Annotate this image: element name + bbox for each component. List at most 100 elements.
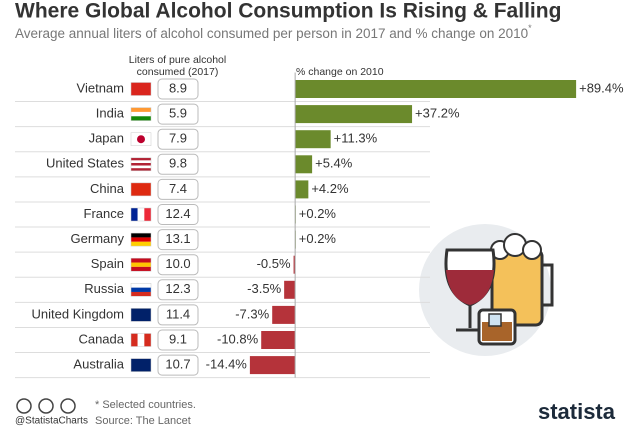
bar-label: -14.4%	[206, 357, 248, 372]
flag-border	[130, 107, 152, 121]
category-label: Canada	[78, 331, 124, 346]
bar-label: +0.2%	[299, 206, 337, 221]
value-box	[157, 304, 199, 326]
footer-handle: @StatistaCharts	[15, 416, 88, 427]
bar-label: +37.2%	[415, 106, 460, 121]
flag	[130, 182, 152, 197]
value-box	[157, 153, 199, 175]
flag	[130, 333, 152, 347]
flag	[130, 207, 152, 222]
flag-stripe	[131, 107, 151, 112]
subtitle-text: Average annual liters of alcohol consume…	[15, 26, 528, 41]
value-box	[157, 78, 199, 100]
flag	[130, 107, 152, 121]
bar-label: -7.3%	[235, 306, 269, 321]
value-label: 10.7	[165, 357, 190, 372]
flag-stripe	[131, 283, 151, 288]
value-label: 7.9	[169, 131, 187, 146]
flag-stripe	[131, 241, 151, 247]
flag	[130, 232, 152, 247]
category-label: Japan	[89, 131, 124, 146]
flag-stripe	[137, 208, 145, 221]
flag-stripe	[131, 182, 151, 196]
bar-label: -3.5%	[247, 281, 281, 296]
value-box	[157, 178, 199, 200]
value-label: 9.1	[169, 331, 187, 346]
flag-border	[130, 82, 152, 96]
flag-border	[130, 157, 152, 172]
bar	[293, 255, 296, 274]
bar	[295, 105, 413, 124]
category-label: United Kingdom	[32, 306, 125, 321]
bar	[295, 80, 577, 98]
flag-stripe	[131, 116, 151, 121]
category-label: Russia	[84, 281, 125, 296]
flag-stripe	[131, 157, 151, 161]
bar	[295, 155, 313, 174]
chart-title: Where Global Alcohol Consumption Is Risi…	[15, 0, 561, 23]
flag-stripe	[131, 208, 138, 221]
bar-label: +4.2%	[311, 181, 349, 196]
drinks-illustration	[419, 224, 554, 356]
category-label: China	[90, 181, 125, 196]
footer-source: Source: The Lancet	[95, 415, 191, 427]
value-label: 12.4	[165, 206, 190, 221]
value-label: 13.1	[165, 231, 190, 246]
flag-border	[130, 283, 152, 297]
category-label: France	[84, 206, 124, 221]
category-label: Germany	[71, 231, 125, 246]
flag-stripe	[131, 165, 151, 169]
flag-stripe	[131, 333, 138, 347]
value-label: 10.0	[165, 256, 190, 271]
flag-stripe	[131, 82, 151, 96]
flag-disc	[137, 135, 145, 144]
bar	[249, 356, 296, 375]
value-box	[157, 279, 199, 301]
bar-label: +89.4%	[579, 80, 624, 95]
value-box	[157, 229, 199, 251]
value-label: 5.9	[169, 106, 187, 121]
flag	[130, 283, 152, 297]
flag-border	[130, 333, 152, 347]
flag-stripe	[131, 168, 151, 171]
category-label: Spain	[91, 256, 124, 271]
subtitle-note: *	[528, 23, 532, 33]
bar-label: +5.4%	[315, 156, 353, 171]
flag	[130, 132, 152, 146]
value-label: 7.4	[169, 181, 187, 196]
flag	[130, 308, 152, 322]
flag-border	[130, 257, 152, 272]
flag-border	[130, 132, 152, 146]
value-box	[157, 204, 199, 225]
flag-stripe	[131, 111, 151, 117]
flag-stripe	[131, 258, 151, 263]
category-label: Australia	[73, 357, 124, 372]
license-icons	[16, 398, 76, 414]
flag	[130, 257, 152, 272]
flag-stripe	[131, 160, 151, 163]
flag-stripe	[131, 291, 151, 297]
chart-subtitle: Average annual liters of alcohol consume…	[15, 23, 532, 40]
bar	[272, 305, 296, 324]
flag	[130, 82, 152, 96]
bar	[295, 130, 331, 149]
flag-border	[130, 308, 152, 322]
bar-label: -10.8%	[217, 331, 259, 346]
flag-stripe	[131, 358, 151, 372]
value-box	[157, 103, 199, 125]
flag-stripe	[131, 262, 151, 267]
bar	[284, 280, 296, 299]
flag-stripe	[131, 308, 151, 322]
flag-stripe	[137, 333, 145, 347]
bar-label: +0.2%	[299, 231, 337, 246]
bar-label: +11.3%	[334, 131, 378, 146]
value-box	[157, 254, 199, 276]
change-header: % change on 2010	[296, 66, 384, 78]
bar	[295, 180, 309, 199]
value-label: 8.9	[169, 80, 187, 95]
category-label: India	[96, 106, 125, 121]
flag	[130, 358, 152, 372]
flag-border	[130, 182, 152, 197]
